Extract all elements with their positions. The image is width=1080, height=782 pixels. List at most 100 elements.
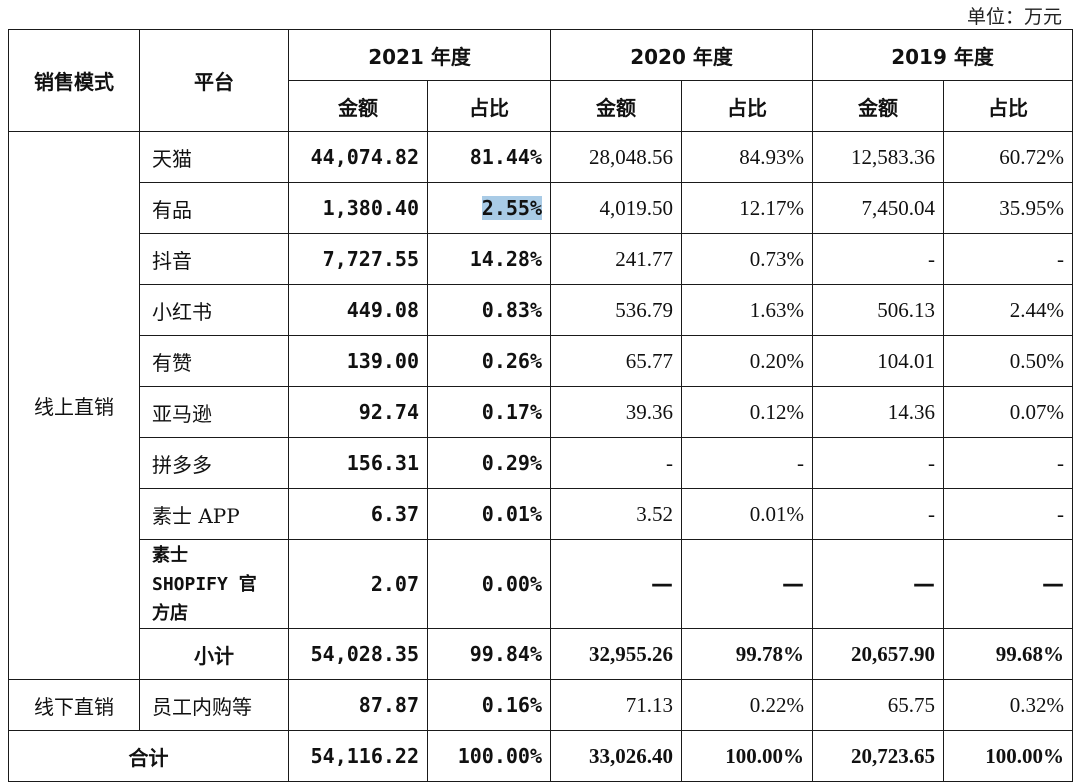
header-amount-2021: 金额 xyxy=(288,80,428,132)
amount-2019: - xyxy=(812,437,945,489)
subtotal-row: 小计 54,028.35 99.84% 32,955.26 99.78% 20,… xyxy=(9,628,1074,680)
subtotal-label: 小计 xyxy=(139,628,289,680)
platform-line: SHOPIFY 官 xyxy=(152,573,257,595)
platform-cell: 有赞 xyxy=(139,335,289,387)
table-row: 素士 SHOPIFY 官 方店 2.07 0.00% — — — — xyxy=(9,539,1074,629)
amount-2019: 20,723.65 xyxy=(812,730,945,782)
table-row: 有品 1,380.40 2.55% 4,019.50 12.17% 7,450.… xyxy=(9,182,1074,234)
mode-online-direct: 线上直销 xyxy=(8,131,140,680)
amount-2019: - xyxy=(812,233,945,285)
ratio-2019: 2.44% xyxy=(943,284,1074,336)
sales-table: 销售模式 平台 2021 年度 2020 年度 2019 年度 金额 占比 金额… xyxy=(8,29,1074,782)
amount-2020: 33,026.40 xyxy=(550,730,683,782)
ratio-2020: 100.00% xyxy=(681,730,814,782)
ratio-2019: - xyxy=(943,488,1074,540)
amount-2020: 3.52 xyxy=(550,488,683,540)
header-year-2020: 2020 年度 xyxy=(550,29,814,81)
amount-2019: 14.36 xyxy=(812,386,945,438)
amount-2020: 28,048.56 xyxy=(550,131,683,183)
table-row: 有赞 139.00 0.26% 65.77 0.20% 104.01 0.50% xyxy=(9,335,1074,387)
ratio-2020: 0.22% xyxy=(681,679,814,731)
mode-offline-direct: 线下直销 xyxy=(8,679,140,731)
platform-cell: 抖音 xyxy=(139,233,289,285)
ratio-2019: 0.32% xyxy=(943,679,1074,731)
amount-2021: 6.37 xyxy=(288,488,428,540)
amount-2019: 65.75 xyxy=(812,679,945,731)
ratio-2020: 99.78% xyxy=(681,628,814,680)
table-row: 拼多多 156.31 0.29% - - - - xyxy=(9,437,1074,489)
ratio-2021: 0.29% xyxy=(426,437,552,489)
ratio-2021: 0.83% xyxy=(426,284,552,336)
table-row: 线上直销 天猫 44,074.82 81.44% 28,048.56 84.93… xyxy=(8,131,1074,680)
ratio-2020: 0.01% xyxy=(681,488,814,540)
platform-cell: 拼多多 xyxy=(139,437,289,489)
amount-2019: - xyxy=(812,488,945,540)
header-amount-2020: 金额 xyxy=(550,80,683,132)
ratio-2019: 100.00% xyxy=(943,730,1074,782)
ratio-2020: 0.12% xyxy=(681,386,814,438)
header-ratio-2021: 占比 xyxy=(426,80,552,132)
amount-2021: 139.00 xyxy=(288,335,428,387)
amount-2020: 536.79 xyxy=(550,284,683,336)
highlighted-text[interactable]: 2.55% xyxy=(481,196,543,220)
amount-2019: — xyxy=(812,539,945,629)
amount-2021: 1,380.40 xyxy=(288,182,428,234)
amount-2021: 87.87 xyxy=(288,679,428,731)
unit-label: 单位：万元 xyxy=(966,6,1062,28)
platform-line: 方店 xyxy=(152,602,188,624)
platform-cell: 有品 xyxy=(139,182,289,234)
table-row: 素士 APP 6.37 0.01% 3.52 0.01% - - xyxy=(9,488,1074,540)
table-row: 抖音 7,727.55 14.28% 241.77 0.73% - - xyxy=(9,233,1074,285)
header-year-2021: 2021 年度 xyxy=(287,29,552,81)
ratio-2019: - xyxy=(943,437,1074,489)
platform-cell: 天猫 xyxy=(139,131,289,183)
ratio-2020: 0.73% xyxy=(681,233,814,285)
amount-2021: 156.31 xyxy=(288,437,428,489)
amount-2021: 449.08 xyxy=(288,284,428,336)
amount-2021: 54,116.22 xyxy=(288,730,428,782)
amount-2019: 12,583.36 xyxy=(812,131,945,183)
ratio-2021: 100.00% xyxy=(426,730,552,782)
ratio-2020: - xyxy=(681,437,814,489)
ratio-2019: 60.72% xyxy=(943,131,1074,183)
amount-2021: 92.74 xyxy=(288,386,428,438)
ratio-2019: - xyxy=(943,233,1074,285)
platform-cell: 素士 SHOPIFY 官 方店 xyxy=(139,539,289,629)
table-row: 线下直销 员工内购等 87.87 0.16% 71.13 0.22% 65.75… xyxy=(8,679,1074,731)
amount-2020: 32,955.26 xyxy=(550,628,683,680)
platform-cell: 亚马逊 xyxy=(139,386,289,438)
table-row: 小红书 449.08 0.83% 536.79 1.63% 506.13 2.4… xyxy=(9,284,1074,336)
total-row: 合计 54,116.22 100.00% 33,026.40 100.00% 2… xyxy=(8,730,1074,782)
ratio-2019: 35.95% xyxy=(943,182,1074,234)
ratio-2019: 0.50% xyxy=(943,335,1074,387)
amount-2021: 44,074.82 xyxy=(288,131,428,183)
ratio-2021: 0.17% xyxy=(426,386,552,438)
header-mode: 销售模式 xyxy=(8,29,140,132)
platform-cell: 小红书 xyxy=(139,284,289,336)
total-label: 合计 xyxy=(8,730,289,782)
ratio-2021: 99.84% xyxy=(426,628,552,680)
header-ratio-2020: 占比 xyxy=(681,80,814,132)
amount-2020: 241.77 xyxy=(550,233,683,285)
amount-2019: 7,450.04 xyxy=(812,182,945,234)
amount-2019: 20,657.90 xyxy=(812,628,945,680)
amount-2021: 2.07 xyxy=(288,539,428,629)
header-platform: 平台 xyxy=(139,29,289,132)
ratio-2021: 2.55% xyxy=(426,182,552,234)
ratio-2020: 0.20% xyxy=(681,335,814,387)
ratio-2021: 0.26% xyxy=(426,335,552,387)
amount-2020: - xyxy=(550,437,683,489)
ratio-2019: 99.68% xyxy=(943,628,1074,680)
amount-2020: — xyxy=(550,539,683,629)
ratio-2019: — xyxy=(943,539,1074,629)
amount-2020: 4,019.50 xyxy=(550,182,683,234)
ratio-2019: 0.07% xyxy=(943,386,1074,438)
header-amount-2019: 金额 xyxy=(812,80,945,132)
platform-cell: 素士 APP xyxy=(139,488,289,540)
amount-2019: 506.13 xyxy=(812,284,945,336)
ratio-2021: 14.28% xyxy=(426,233,552,285)
ratio-2020: 12.17% xyxy=(681,182,814,234)
ratio-2020: 84.93% xyxy=(681,131,814,183)
table-row: 亚马逊 92.74 0.17% 39.36 0.12% 14.36 0.07% xyxy=(9,386,1074,438)
amount-2020: 65.77 xyxy=(550,335,683,387)
